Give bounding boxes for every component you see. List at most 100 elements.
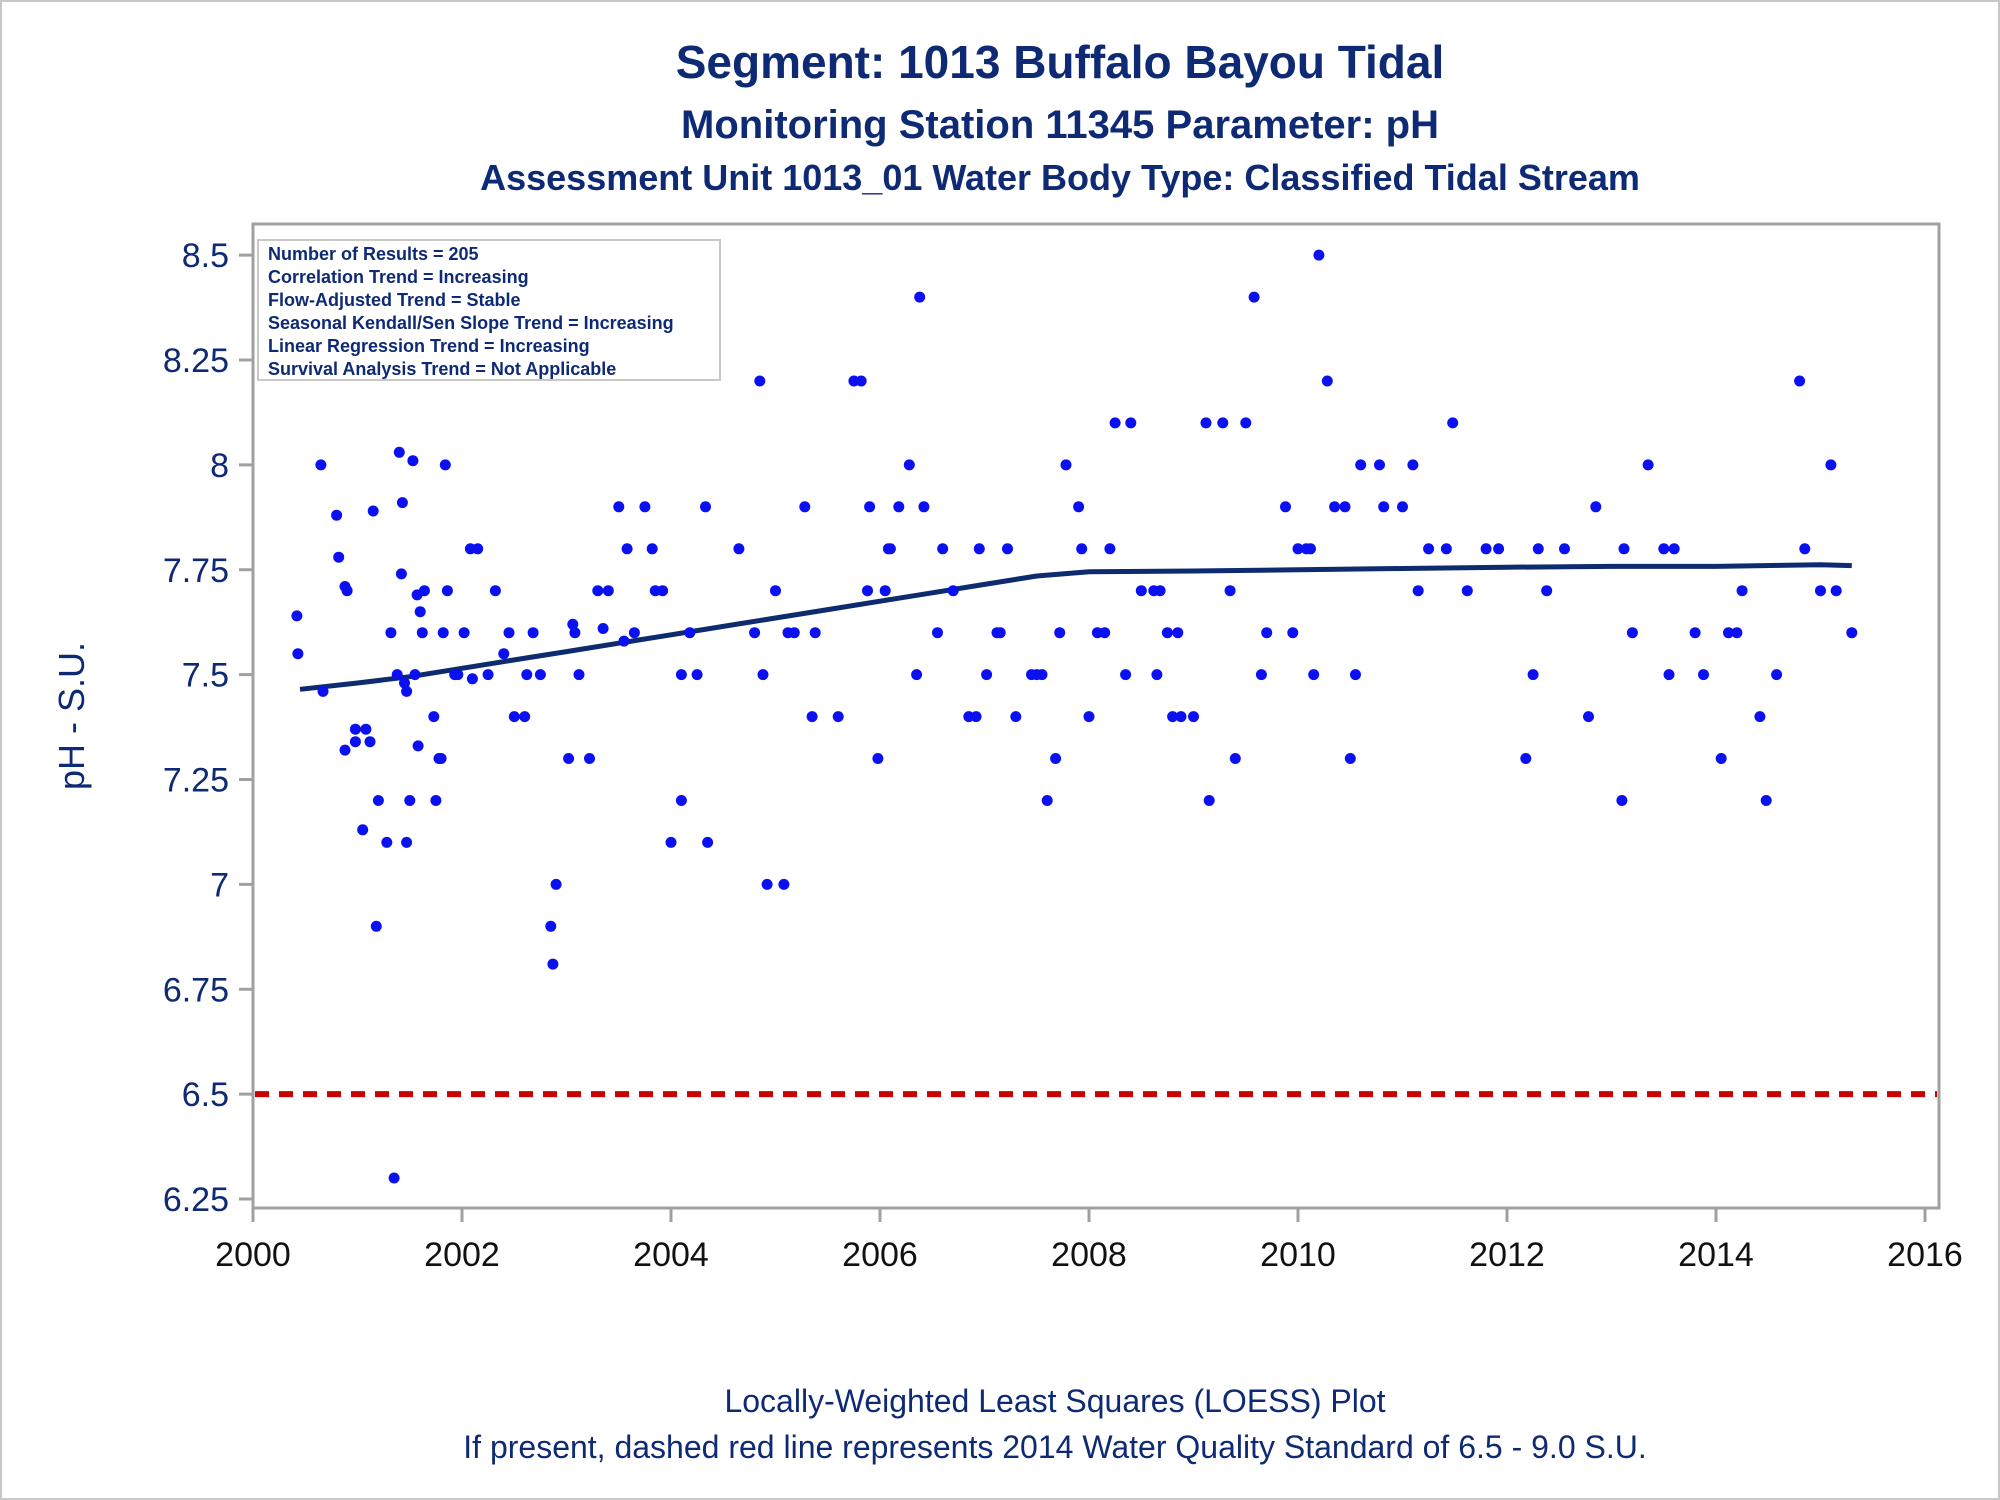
data-point <box>315 459 327 471</box>
data-point <box>1161 627 1173 639</box>
data-point <box>1532 543 1544 555</box>
data-point <box>339 744 351 756</box>
stats-inset: Number of Results = 205 Correlation Tren… <box>257 239 721 381</box>
data-point <box>393 446 405 458</box>
x-tick-label: 2016 <box>1887 1236 1963 1274</box>
data-point <box>1461 585 1473 597</box>
footnote-1: Locally-Weighted Least Squares (LOESS) P… <box>724 1383 1385 1419</box>
x-tick-label: 2012 <box>1469 1236 1545 1274</box>
data-point <box>372 795 384 806</box>
data-point <box>1626 627 1638 639</box>
data-point <box>1099 627 1111 639</box>
data-point <box>1642 459 1654 471</box>
data-point <box>1480 543 1492 555</box>
inset-line-flow-adjusted: Flow-Adjusted Trend = Stable <box>268 290 521 310</box>
data-point <box>573 669 585 681</box>
data-point <box>1321 375 1333 387</box>
data-point <box>778 878 790 890</box>
data-point <box>733 543 745 555</box>
chart-subtitle-2: Assessment Unit 1013_01 Water Body Type:… <box>480 157 1640 198</box>
data-point <box>1002 543 1013 555</box>
data-point <box>621 543 633 555</box>
data-point <box>1520 753 1532 764</box>
data-point <box>407 455 419 467</box>
data-point <box>618 635 630 647</box>
x-tick-label: 2014 <box>1678 1236 1754 1274</box>
data-point <box>855 375 867 387</box>
data-point <box>1255 669 1267 681</box>
data-point <box>331 509 343 521</box>
data-point <box>349 723 361 735</box>
data-point <box>1010 711 1022 723</box>
data-point <box>754 375 766 387</box>
data-point <box>1073 501 1085 513</box>
data-point <box>395 568 407 580</box>
y-tick-label: 7.25 <box>163 762 229 800</box>
data-point <box>428 711 440 723</box>
inset-line-linear-regression: Linear Regression Trend = Increasing <box>268 336 590 356</box>
loess-group <box>299 562 1852 692</box>
data-point <box>547 958 559 970</box>
data-point <box>862 585 873 597</box>
data-point <box>970 711 982 723</box>
data-point <box>1350 669 1361 681</box>
data-point <box>1590 501 1602 513</box>
data-point <box>1736 585 1748 597</box>
data-point <box>639 501 651 513</box>
data-point <box>1794 375 1806 387</box>
data-point <box>333 551 345 563</box>
data-point <box>937 543 949 555</box>
data-point <box>1440 543 1452 555</box>
data-point <box>498 648 510 660</box>
x-tick-label: 2002 <box>424 1236 500 1274</box>
data-point <box>1308 669 1320 681</box>
data-point <box>1109 417 1121 429</box>
data-point <box>418 585 430 597</box>
data-point <box>1200 417 1212 429</box>
data-point <box>489 585 501 597</box>
data-point <box>879 585 891 597</box>
data-point <box>1616 795 1628 806</box>
data-point <box>1240 417 1252 429</box>
data-point <box>675 795 687 806</box>
data-point <box>884 543 896 555</box>
x-tick-label: 2010 <box>1260 1236 1336 1274</box>
data-point <box>1217 417 1229 429</box>
data-point <box>914 291 926 303</box>
data-point <box>806 711 818 723</box>
data-point <box>435 753 447 764</box>
y-tick-label: 7.75 <box>163 552 229 590</box>
data-point <box>404 795 416 806</box>
data-point <box>503 627 515 639</box>
data-point <box>441 585 453 597</box>
x-tick-label: 2000 <box>215 1236 291 1274</box>
data-point <box>657 585 669 597</box>
data-point <box>1154 585 1166 597</box>
data-point <box>519 711 531 723</box>
data-point <box>1407 459 1419 471</box>
data-point <box>1447 417 1459 429</box>
data-point <box>381 836 393 848</box>
data-point <box>1135 585 1147 597</box>
data-point <box>1050 753 1062 764</box>
data-point <box>1041 795 1053 806</box>
data-point <box>1313 249 1325 261</box>
data-point <box>1830 585 1842 597</box>
y-tick-label: 8 <box>210 447 229 485</box>
data-point <box>809 627 821 639</box>
data-point <box>1151 669 1163 681</box>
data-point <box>1339 501 1351 513</box>
data-point <box>1229 753 1241 764</box>
data-point <box>932 627 943 639</box>
data-point <box>646 543 658 555</box>
data-point <box>994 627 1006 639</box>
data-point <box>903 459 915 471</box>
points-group <box>291 249 1858 1184</box>
data-point <box>628 627 640 639</box>
data-point <box>893 501 905 513</box>
data-point <box>1054 627 1066 639</box>
data-point <box>1167 711 1179 723</box>
data-point <box>1076 543 1088 555</box>
data-point <box>981 669 993 681</box>
